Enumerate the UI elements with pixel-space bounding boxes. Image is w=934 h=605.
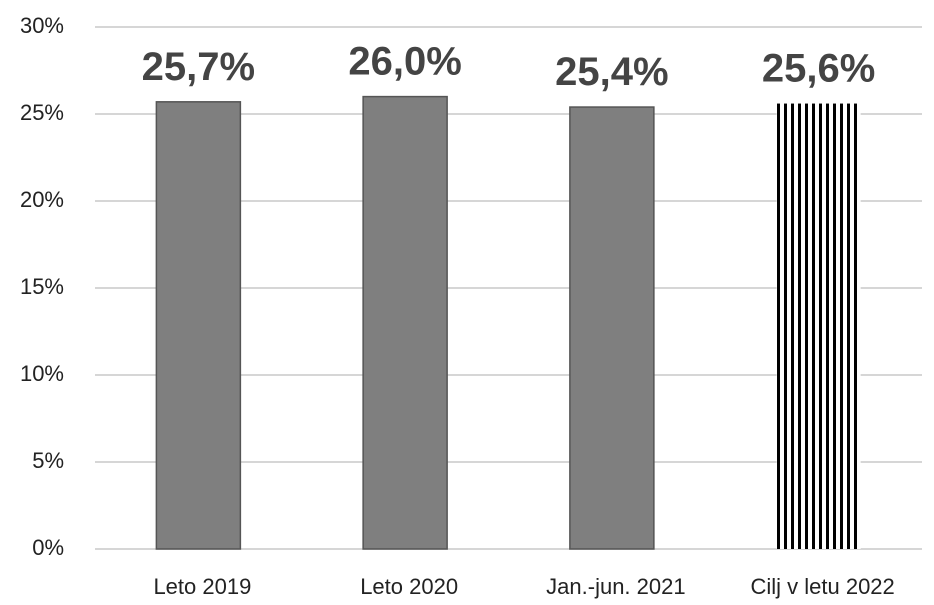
y-tick-label: 15% <box>20 274 64 299</box>
bar <box>155 101 242 550</box>
x-tick-label: Cilj v letu 2022 <box>750 574 894 599</box>
y-tick-label: 5% <box>32 448 64 473</box>
value-label: 26,0% <box>348 40 461 84</box>
bar <box>569 106 655 550</box>
y-tick-label: 0% <box>32 535 64 560</box>
value-label: 25,4% <box>555 50 668 94</box>
value-label: 25,7% <box>142 45 255 89</box>
x-tick-label: Leto 2019 <box>153 574 251 599</box>
bar <box>776 103 861 549</box>
value-label: 25,6% <box>762 47 875 91</box>
y-tick-label: 10% <box>20 361 64 386</box>
x-tick-label: Leto 2020 <box>360 574 458 599</box>
y-tick-label: 25% <box>20 100 64 125</box>
y-tick-label: 30% <box>20 13 64 38</box>
bar <box>362 95 448 550</box>
y-tick-label: 20% <box>20 187 64 212</box>
x-tick-label: Jan.-jun. 2021 <box>546 574 685 599</box>
